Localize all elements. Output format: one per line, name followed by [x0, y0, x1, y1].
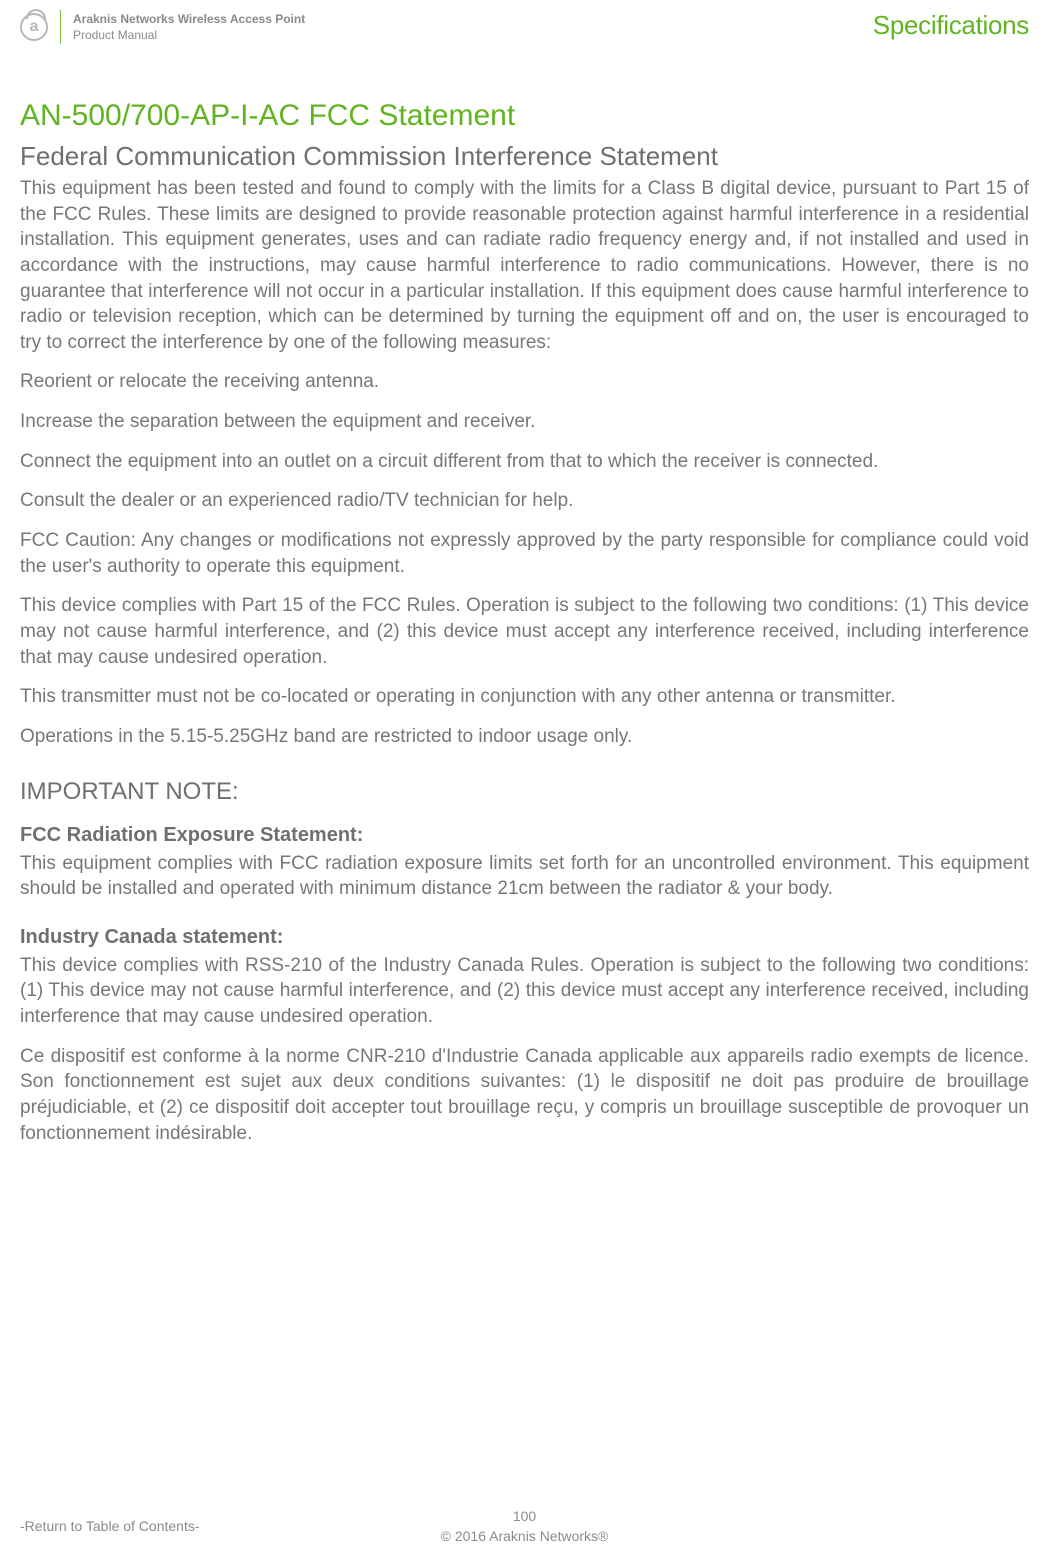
- doc-subtitle: Product Manual: [73, 28, 305, 42]
- measure-3: Connect the equipment into an outlet on …: [20, 449, 1029, 475]
- ic-body-en: This device complies with RSS-210 of the…: [20, 953, 1029, 1030]
- copyright: © 2016 Araknis Networks®: [441, 1528, 609, 1544]
- measure-2: Increase the separation between the equi…: [20, 409, 1029, 435]
- footer-center: 100 © 2016 Araknis Networks®: [441, 1508, 609, 1544]
- page-header: a Araknis Networks Wireless Access Point…: [20, 10, 1029, 44]
- product-line: Araknis Networks Wireless Access Point: [73, 12, 305, 26]
- fcc-body: This equipment has been tested and found…: [20, 176, 1029, 355]
- radiation-heading: FCC Radiation Exposure Statement:: [20, 824, 1029, 847]
- important-note-heading: IMPORTANT NOTE:: [20, 778, 1029, 806]
- measure-1: Reorient or relocate the receiving anten…: [20, 369, 1029, 395]
- brand-logo-icon: a: [20, 13, 48, 41]
- document-body: AN-500/700-AP-I-AC FCC Statement Federal…: [20, 99, 1029, 1146]
- header-left: a Araknis Networks Wireless Access Point…: [20, 10, 305, 44]
- fcc-caution: FCC Caution: Any changes or modification…: [20, 528, 1029, 579]
- radiation-body: This equipment complies with FCC radiati…: [20, 851, 1029, 902]
- header-titles: Araknis Networks Wireless Access Point P…: [73, 12, 305, 42]
- fcc-heading: Federal Communication Commission Interfe…: [20, 141, 1029, 172]
- transmitter-text: This transmitter must not be co-located …: [20, 684, 1029, 710]
- page-number: 100: [441, 1508, 609, 1524]
- band-restriction: Operations in the 5.15-5.25GHz band are …: [20, 724, 1029, 750]
- ic-heading: Industry Canada statement:: [20, 926, 1029, 949]
- ic-body-fr: Ce dispositif est conforme à la norme CN…: [20, 1044, 1029, 1147]
- page-container: a Araknis Networks Wireless Access Point…: [0, 0, 1049, 1546]
- part15-text: This device complies with Part 15 of the…: [20, 593, 1029, 670]
- page-title: AN-500/700-AP-I-AC FCC Statement: [20, 99, 1029, 133]
- measure-4: Consult the dealer or an experienced rad…: [20, 488, 1029, 514]
- section-link-specifications[interactable]: Specifications: [873, 10, 1029, 41]
- toc-link[interactable]: -Return to Table of Contents-: [20, 1518, 200, 1534]
- header-divider: [60, 10, 61, 44]
- page-footer: -Return to Table of Contents- 100 © 2016…: [20, 1518, 1029, 1534]
- footer-right-spacer: [1025, 1518, 1029, 1534]
